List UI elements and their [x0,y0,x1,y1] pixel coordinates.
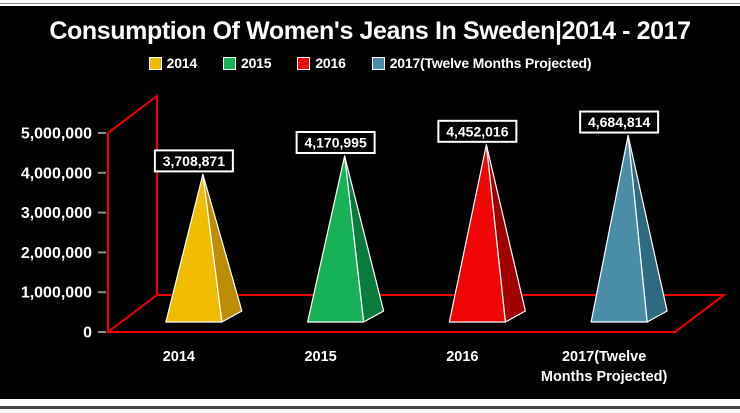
chart-title: Consumption Of Women's Jeans In Sweden|2… [49,17,691,45]
legend-swatch-icon [297,56,311,70]
data-label: 3,708,871 [163,153,225,169]
y-axis-label: 3,000,000 [21,205,92,222]
y-axis-label: 2,000,000 [21,245,92,262]
pyramid-2014-data-label-box [153,149,234,173]
top-border-band [0,0,740,6]
legend-item-2014: 2014 [148,55,198,71]
bottom-border-band [0,399,740,413]
pyramid-2016-front [448,144,506,323]
y-axis-label: 5,000,000 [21,126,92,143]
chart-legend: 2014 2015 2016 2017(Twelve Months Projected… [0,55,740,71]
legend-item-2017twelvemo: 2017(Twelve Months Projected) [371,55,592,71]
y-axis-label: 4,000,000 [21,165,92,182]
x-axis-label: 2017(Twelve [562,349,646,365]
x-axis-label: 2016 [446,349,478,365]
pyramid-2017-front [590,134,648,323]
pyramid-2015-front [307,155,365,323]
y-axis-label: 0 [83,325,92,342]
bottom-border-line [0,406,740,409]
x-axis-label: 2014 [163,349,195,365]
pyramid-2015-data-label-box [295,130,376,154]
x-axis-label: 2015 [304,349,336,365]
legend-label: 2017(Twelve Months Projected) [389,55,592,71]
legend-label: 2015 [240,55,272,71]
legend-label: 2014 [166,55,198,71]
data-label: 4,452,016 [446,123,508,139]
data-label: 4,684,814 [588,114,650,130]
pyramid-2016-data-label-box [437,119,518,143]
legend-item-2015: 2015 [222,55,272,71]
legend-item-2016: 2016 [297,55,346,71]
pyramid-2014-front [165,173,223,323]
legend-swatch-icon [371,56,385,70]
x-axis-label: Months Projected) [541,369,668,385]
axis-wall [107,93,158,332]
legend-swatch-icon [222,56,236,70]
legend-swatch-icon [148,56,162,70]
legend-label: 2016 [315,55,346,71]
top-border-line [0,3,740,4]
axis-floor [105,294,727,333]
y-axis-label: 1,000,000 [21,285,92,302]
pyramid-2017-data-label-box [579,110,660,134]
data-label: 4,170,995 [304,134,366,150]
